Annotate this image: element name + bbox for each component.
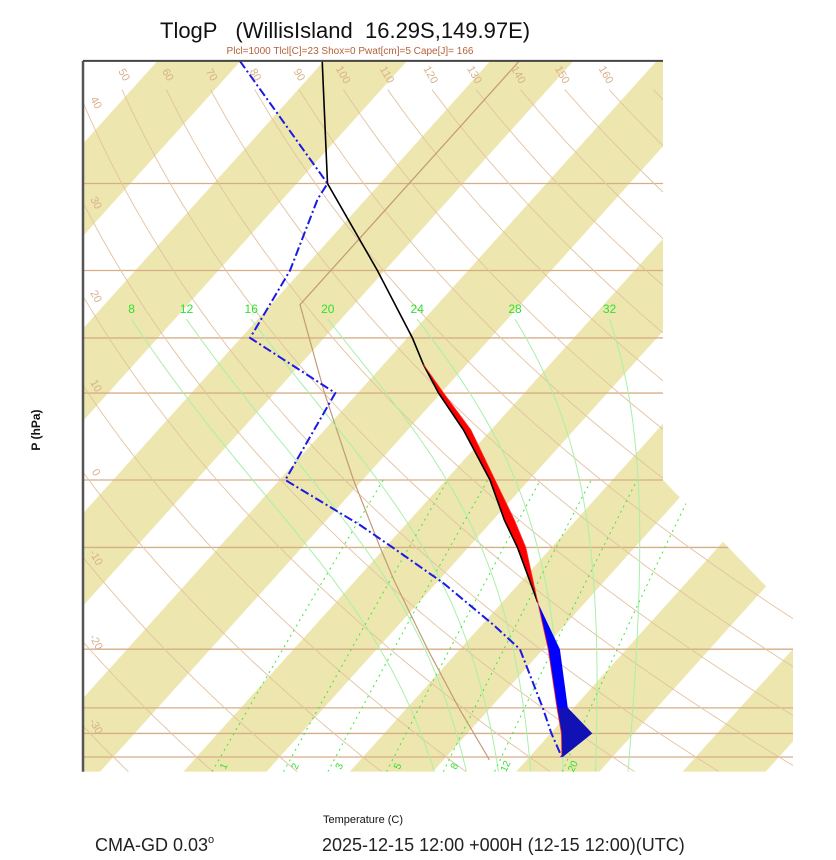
moist-adiabat-line [514,318,598,772]
mixing-ratio-line [442,479,592,772]
dry-adiabat-label: 30 [87,195,104,212]
temperature-line [321,61,539,603]
dry-adiabat-label: 40 [87,95,104,112]
moist-adiabat-label: 20 [321,302,335,316]
moist-adiabat-line [186,318,467,772]
moist-adiabat-label: 32 [603,302,617,316]
mixing-ratio-line [386,479,541,772]
moist-adiabat-label: 28 [508,302,522,316]
mixing-ratio-label: 2 [290,761,303,771]
model-name: CMA-GD 0.03 [95,835,208,855]
dry-adiabat-label: 10 [87,378,104,395]
dry-adiabat-line [83,89,551,772]
moist-adiabat-line [250,318,499,772]
mixing-ratio-label: 8 [449,761,462,771]
dry-adiabat-line [83,89,720,772]
chart-title: TlogP (WillisIsland 16.29S,149.97E) [160,18,530,43]
chart-labels: 50 60 70 80 90 100 110 120 130 140 150 160403020100… [86,64,616,774]
dry-adiabat-line [83,89,382,772]
standard-atmosphere [299,61,520,761]
chart-subtitle-indices: Plcl=1000 Tlcl[C]=23 Shox=0 Pwat[cm]=5 C… [227,46,474,57]
dry-adiabat-line [254,89,793,772]
cape-cin-fills [423,364,593,757]
cin-area-lower [557,707,593,757]
mixing-ratio-line [211,479,384,772]
x-axis-label: Temperature (C) [323,814,403,826]
model-label: CMA-GD 0.03o [95,834,214,855]
dry-adiabat-line [83,89,214,772]
dry-adiabat-line [387,89,793,772]
cin-area [537,602,593,757]
isotherm-band [83,61,408,772]
mixing-ratio-label: 5 [392,761,405,771]
isotherm-band [516,61,793,772]
mixing-ratio-label: 3 [334,761,347,771]
dry-adiabat-line [343,89,793,772]
dry-adiabat-line [83,89,467,772]
moist-adiabat-label: 16 [245,302,259,316]
dry-adiabat-line [298,89,793,772]
mixing-ratio-line [327,479,489,772]
valid-time: 2025-12-15 12:00 +000H (12-15 12:00)(UTC… [322,835,685,855]
degree-superscript: o [208,834,214,846]
dry-adiabat-label: 70 [203,67,220,84]
moist-adiabat-label: 8 [128,302,135,316]
dry-adiabat-line [83,89,298,772]
isotherm-band [83,61,574,772]
moist-adiabat-line [131,318,435,772]
moist-adiabat-label: 24 [411,302,425,316]
dry-adiabat-label: 90 [291,67,308,84]
dry-adiabat-line [165,89,793,772]
dry-adiabat-label: 50 [115,67,132,84]
dry-adiabat-label: 0 [89,467,102,478]
sounding-profiles [238,61,563,758]
mixing-ratio-label: 20 [566,759,581,774]
moist-adiabat-line [609,319,641,772]
dry-adiabat-label: 20 [87,288,104,305]
dry-adiabat-line [210,89,793,772]
moist-adiabat-line [327,318,532,772]
mixing-ratio-lines [211,479,698,772]
moist-adiabat-label: 12 [180,302,194,316]
dry-adiabat-label: 80 [247,67,264,84]
parcel-line [423,364,563,758]
dewpoint-line [238,61,563,758]
mixing-ratio-line [494,479,638,772]
standard-atmosphere-line [299,61,520,761]
mixing-ratio-label: 1 [218,761,231,771]
y-axis-label: P (hPa) [29,409,43,450]
isotherm-band [83,61,740,772]
mixing-ratio-line [283,479,449,772]
mixing-ratio-line [561,479,698,772]
dry-adiabat-label: 60 [159,67,176,84]
plot-frame [81,59,663,772]
mixing-ratio-label: 12 [499,759,514,774]
dry-adiabat-line [121,89,793,772]
